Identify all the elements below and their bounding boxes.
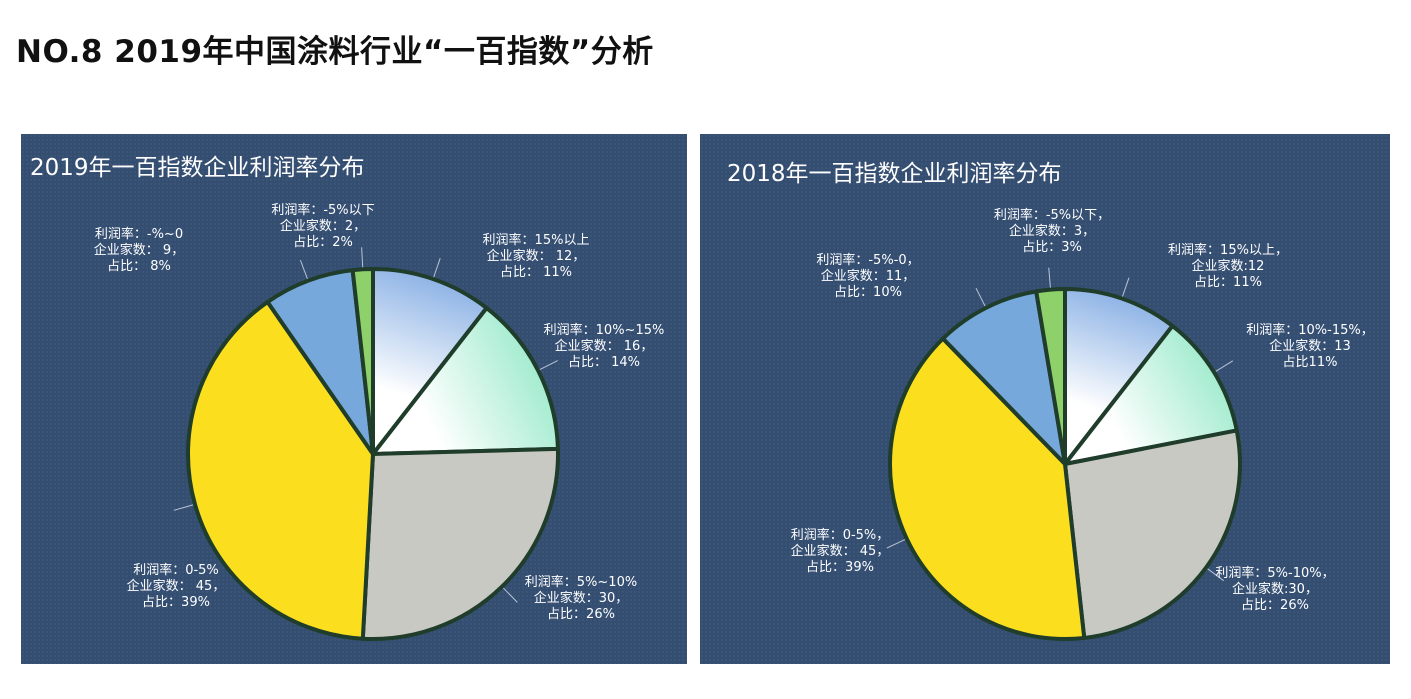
data-label-line: 占比：39% [142, 595, 210, 610]
pie-slice--5%以下 [350, 266, 375, 456]
chart-title-2018: 2018年一百指数企业利润率分布 [727, 161, 1062, 187]
data-label: 利润率：10%-15%，企业家数：13 占比11% [1246, 322, 1373, 370]
data-label-line: 占比：26% [547, 607, 615, 622]
data-label-line: 占比：3% [1022, 240, 1082, 255]
data-label: 利润率：5%~10%企业家数：30，占比：26% [525, 574, 637, 622]
data-label-line: 利润率：5%~10% [525, 574, 637, 590]
data-label-line: 利润率：15%以上 [483, 232, 590, 248]
data-label: 利润率：-%~0 企业家数： 9，占比： 8% [94, 226, 184, 274]
pie-slice-15%以上 [371, 267, 489, 456]
data-label-line: 占比：2% [293, 235, 353, 250]
data-label-line: 企业家数：3， [1009, 223, 1095, 239]
pie-slice--5%以下 [1034, 287, 1067, 466]
data-label-line: 利润率：15%以上， [1168, 242, 1288, 258]
data-label-line: 占比：10% [834, 285, 902, 300]
data-label-line: 企业家数:30， [1232, 581, 1318, 597]
data-label-line: 占比： 11% [500, 265, 572, 280]
leader-line [1215, 360, 1234, 372]
data-label-line: 占比： 8% [107, 259, 171, 274]
leader-line [886, 539, 906, 549]
data-label-line: 利润率：10%-15%， [1246, 322, 1373, 338]
data-label-line: 占比：39% [806, 560, 874, 575]
pie-slice-0-5% [887, 336, 1087, 641]
data-label-line: 利润率：-5%以下 [271, 202, 374, 218]
data-label-line: 占比：26% [1241, 598, 1309, 613]
data-label-line: 占比11% [1283, 355, 1338, 370]
leader-line [173, 504, 194, 511]
leader-line [433, 258, 441, 278]
leader-line [975, 288, 986, 307]
data-label: 利润率：10%~15%企业家数： 16，占比： 14% [544, 322, 665, 370]
data-label-line: 企业家数：13 [1269, 338, 1351, 354]
pie-slice--5%-0 [940, 289, 1067, 466]
data-label-line: 企业家数：2， [280, 218, 366, 234]
data-label-line: 利润率：10%~15% [544, 322, 665, 338]
leader-line [539, 360, 558, 371]
data-label: 利润率：-5%以下企业家数：2，占比：2% [271, 202, 374, 250]
pie-slice-5%-10% [1063, 428, 1242, 640]
data-label-line: 占比：11% [1194, 275, 1262, 290]
chart-panel-2018: 2018年一百指数企业利润率分布 利润率：15%以上，企业家数:12 占比：11%… [700, 134, 1390, 664]
leader-line [1048, 267, 1051, 288]
data-label: 利润率：-5%-0，企业家数：11，占比：10% [816, 252, 919, 300]
pie-slice-10%~15% [371, 306, 560, 456]
leader-line [299, 259, 308, 280]
leader-line [1207, 568, 1225, 582]
data-label-line: 企业家数： 16， [555, 338, 654, 354]
data-label-line: 企业家数： 9， [94, 242, 184, 258]
data-label-line: 占比： 14% [568, 355, 640, 370]
leader-line [1121, 277, 1130, 297]
pie-slice-5%~10% [360, 446, 560, 641]
pie-chart-2018: 利润率：15%以上，企业家数:12 占比：11%利润率：10%-15%，企业家数：… [791, 207, 1374, 641]
data-label: 利润率：5%-10%，企业家数:30，占比：26% [1215, 565, 1334, 613]
data-label-line: 企业家数：30， [534, 590, 629, 606]
slide-title: NO.8 2019年中国涂料行业“一百指数”分析 [16, 34, 654, 70]
data-label-line: 企业家数： 45， [791, 543, 890, 559]
leader-line [361, 247, 364, 268]
data-label: 利润率：15%以上企业家数： 12，占比： 11% [483, 232, 590, 280]
data-label-line: 利润率：0-5%， [791, 527, 890, 543]
data-label: 利润率：0-5%企业家数： 45，占比：39% [127, 562, 226, 610]
data-label-line: 企业家数： 45， [127, 578, 226, 594]
data-label: 利润率：15%以上，企业家数:12 占比：11% [1168, 242, 1288, 290]
data-label: 利润率：-5%以下，企业家数：3，占比：3% [994, 207, 1110, 255]
chart-title-2019: 2019年一百指数企业利润率分布 [30, 155, 365, 181]
pie-slice-0-5% [186, 299, 375, 641]
leader-line [503, 587, 518, 603]
data-label-line: 利润率：0-5% [133, 562, 219, 578]
pie-slice-10%-15% [1063, 323, 1239, 466]
pie-chart-2019: 利润率：15%以上企业家数： 12，占比： 11%利润率：10%~15%企业家数… [94, 202, 665, 641]
data-label-line: 企业家数:12 [1192, 258, 1265, 274]
data-label-line: 企业家数：11， [821, 268, 916, 284]
data-label-line: 企业家数： 12， [487, 248, 586, 264]
data-label-line: 利润率：5%-10%， [1215, 565, 1334, 581]
pie-slice-15%以上 [1063, 287, 1175, 466]
data-label-line: 利润率：-%~0 [95, 226, 183, 242]
data-label: 利润率：0-5%，企业家数： 45，占比：39% [791, 527, 890, 575]
data-label-line: 利润率：-5%以下， [994, 207, 1110, 223]
chart-panel-2019: 2019年一百指数企业利润率分布 利润率：15%以上企业家数： 12，占比： 1… [21, 134, 687, 664]
data-label-line: 利润率：-5%-0， [816, 252, 919, 268]
